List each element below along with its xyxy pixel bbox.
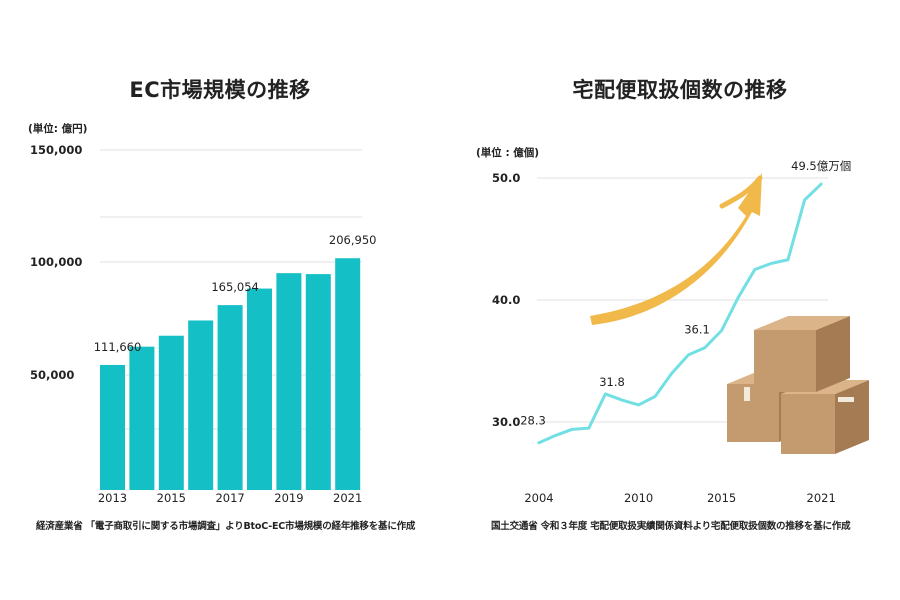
bar-2015 xyxy=(158,335,184,490)
bar-2018 xyxy=(247,288,272,490)
right-x-tick-label: 2021 xyxy=(807,491,836,505)
bar-2020 xyxy=(305,274,331,490)
bar-2019 xyxy=(276,273,302,490)
left-data-label: 111,660 xyxy=(94,340,142,354)
right-y-tick-label: 50.0 xyxy=(492,171,520,185)
bar-2016 xyxy=(188,320,214,490)
left-x-tick-label: 2017 xyxy=(215,491,244,505)
line-series-delivery xyxy=(537,182,823,445)
left-x-tick-label: 2019 xyxy=(274,491,303,505)
right-x-tick-label: 2015 xyxy=(707,491,736,505)
right-y-tick-label: 30.0 xyxy=(492,415,520,429)
right-source-note: 国土交通省 令和３年度 宅配便取扱実績関係資料より宅配便取扱個数の推移を基に作成 xyxy=(491,521,851,532)
left-y-tick-label: 100,000 xyxy=(30,255,82,269)
growth-arrow-icon xyxy=(590,173,762,325)
tape-icon xyxy=(838,397,854,402)
left-x-tick-label: 2013 xyxy=(98,491,127,505)
box-bottom-right-icon-front xyxy=(781,394,835,454)
bar-2021 xyxy=(335,258,361,490)
right-unit-label: (単位 : 億個) xyxy=(476,147,540,159)
right-x-tick-label: 2004 xyxy=(524,491,553,505)
right-data-label: 49.5億万個 xyxy=(791,159,851,173)
left-y-tick-label: 50,000 xyxy=(30,368,74,382)
box-top-icon-front xyxy=(754,330,816,392)
box-bottom-left-icon-front xyxy=(727,384,779,442)
box-top-icon-side xyxy=(816,316,850,392)
bar-2014 xyxy=(129,346,155,490)
right-data-label: 31.8 xyxy=(599,375,625,389)
left-x-tick-label: 2015 xyxy=(157,491,186,505)
left-data-label: 165,054 xyxy=(211,280,259,294)
left-source-note: 経済産業省 「電子商取引に関する市場調査」よりBtoC-EC市場規模の経年推移を… xyxy=(36,521,416,532)
right-data-label: 28.3 xyxy=(520,414,546,428)
left-y-tick-label: 150,000 xyxy=(30,143,82,157)
tape-icon xyxy=(744,387,750,401)
left-unit-label: (単位: 億円) xyxy=(28,123,88,135)
right-chart-title: 宅配便取扱個数の推移 xyxy=(572,78,788,102)
right-data-label: 36.1 xyxy=(684,323,710,337)
left-x-tick-label: 2021 xyxy=(333,491,362,505)
box-top-icon-top xyxy=(754,316,850,330)
left-chart-title: EC市場規模の推移 xyxy=(129,78,311,102)
bar-2013 xyxy=(100,364,125,490)
arrow-head-stroke xyxy=(719,175,763,209)
left-data-label: 206,950 xyxy=(329,233,377,247)
right-x-tick-label: 2010 xyxy=(624,491,653,505)
bar-2017 xyxy=(217,305,243,490)
right-y-tick-label: 40.0 xyxy=(492,293,520,307)
